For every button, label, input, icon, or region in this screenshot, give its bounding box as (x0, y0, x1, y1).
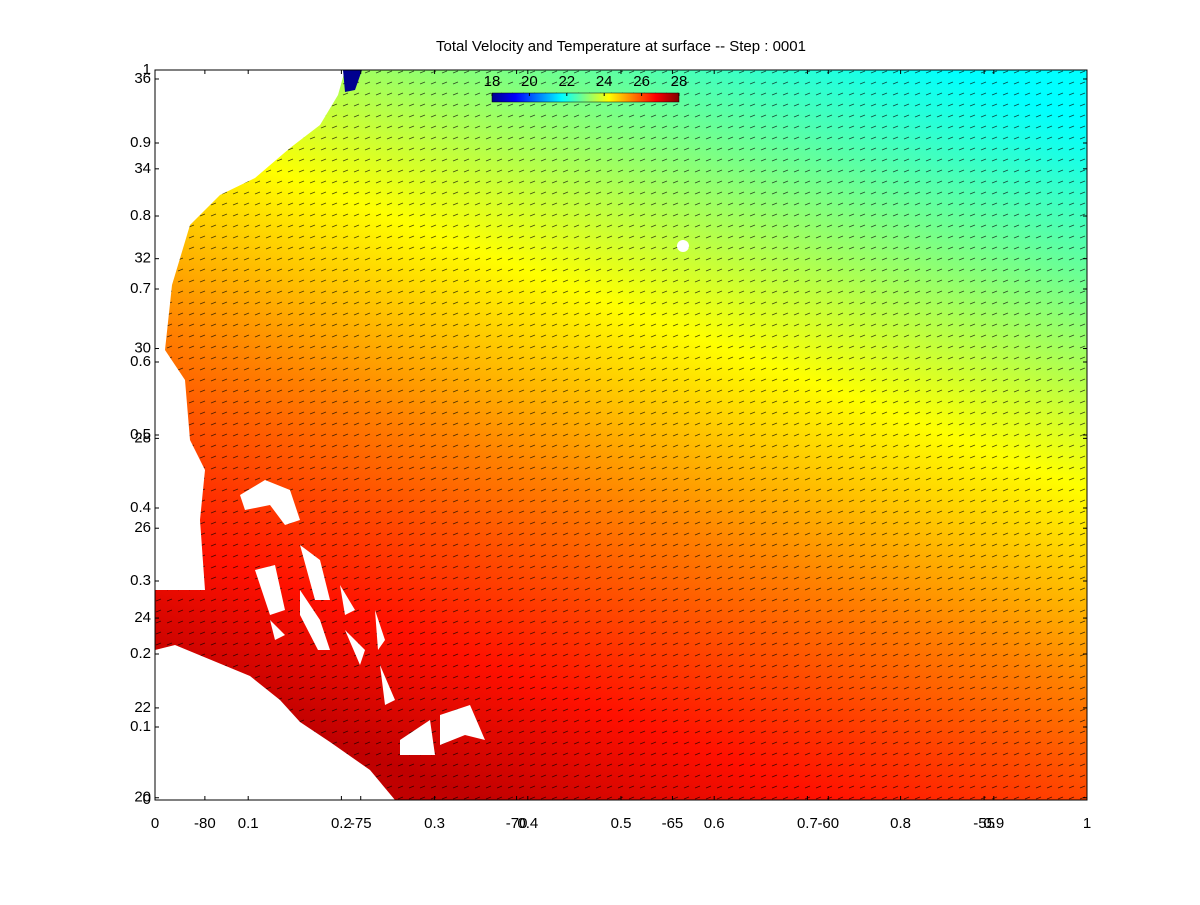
y-tick-label: 0 (143, 791, 151, 808)
x-tick-label: 0.4 (517, 815, 538, 832)
chart-title: Total Velocity and Temperature at surfac… (436, 38, 806, 55)
y-tick-label: 0.3 (130, 572, 151, 589)
x-tick-label: 0.5 (611, 815, 632, 832)
x-tick-label: 1 (1083, 815, 1091, 832)
y-tick-label: 0.7 (130, 280, 151, 297)
y-tick-label: 0.5 (130, 426, 151, 443)
y-tick-label: 30 (134, 339, 151, 356)
x-tick-label: 0.7 (797, 815, 818, 832)
x-tick-label: -80 (194, 815, 216, 832)
y-tick-label: 32 (134, 250, 151, 267)
y-tick-label: 1 (143, 61, 151, 78)
field (155, 70, 1087, 800)
y-tick-label: 20 (134, 789, 151, 806)
y-tick-label: 0.2 (130, 645, 151, 662)
x-tick-label: 0.9 (983, 815, 1004, 832)
x-tick-label: 0.6 (704, 815, 725, 832)
y-tick-label: 0.9 (130, 134, 151, 151)
x-tick-label: 0.2 (331, 815, 352, 832)
y-tick-label: 36 (134, 70, 151, 87)
x-tick-label: 0.8 (890, 815, 911, 832)
y-tick-label: 0.1 (130, 718, 151, 735)
y-tick-label: 24 (134, 609, 151, 626)
y-tick-label: 0.8 (130, 207, 151, 224)
y-tick-label: 22 (134, 699, 151, 716)
colorbar-tick-label: 20 (521, 73, 538, 90)
x-tick-label: -65 (662, 815, 684, 832)
colorbar-tick-label: 28 (671, 73, 688, 90)
x-tick-label: -55 (973, 815, 995, 832)
x-tick-label: 0.3 (424, 815, 445, 832)
colorbar-tick-label: 18 (484, 73, 501, 90)
colorbar-tick-label: 24 (596, 73, 613, 90)
y-tick-label: 0.4 (130, 499, 151, 516)
x-tick-label: 0.1 (238, 815, 259, 832)
x-tick-label: 0 (151, 815, 159, 832)
colorbar (491, 92, 680, 103)
x-tick-label: -70 (506, 815, 528, 832)
x-tick-label: -75 (350, 815, 372, 832)
y-tick-label: 34 (134, 160, 151, 177)
colorbar-tick-label: 26 (633, 73, 650, 90)
y-tick-label: 0.6 (130, 353, 151, 370)
colorbar-tick-label: 22 (558, 73, 575, 90)
y-tick-label: 28 (134, 429, 151, 446)
x-tick-label: -60 (817, 815, 839, 832)
y-tick-label: 26 (134, 519, 151, 536)
